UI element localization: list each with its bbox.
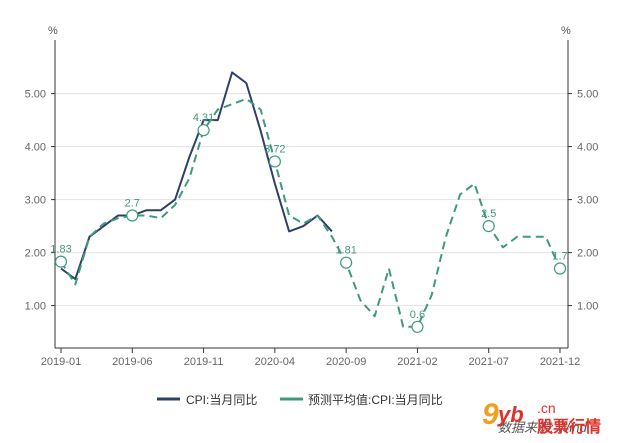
x-tick-label: 2020-09 xyxy=(326,356,366,368)
data-point-marker xyxy=(553,262,567,275)
x-tick-label: 2019-11 xyxy=(184,356,224,368)
watermark-logo: 9 yb .cn 股票行情 xyxy=(482,398,601,436)
axes: % % 1.00 1.00 2.00 2.00 3.00 3.00 4.00 4.00 5.00… xyxy=(25,25,599,368)
data-point-label: 2.7 xyxy=(125,198,140,210)
legend-label-cpi: CPI:当月同比 xyxy=(186,393,257,407)
y-tick-label-left: 2.00 xyxy=(25,248,46,260)
x-tick-label: 2019-06 xyxy=(112,356,152,368)
data-point-label: 1.83 xyxy=(50,244,71,256)
x-tick-label: 2019-01 xyxy=(41,356,81,368)
legend-label-forecast: 预测平均值:CPI:当月同比 xyxy=(308,392,443,407)
data-point-label: 3.72 xyxy=(264,143,285,155)
y-tick-label-right: 4.00 xyxy=(577,142,598,154)
x-tick-label: 2020-04 xyxy=(255,356,295,368)
y-tick-label-left: 5.00 xyxy=(25,89,46,101)
data-markers: 1.83 2.7 4.31 3.72 1.81 0.6 2.5 1.7 xyxy=(50,112,568,333)
legend: CPI:当月同比 预测平均值:CPI:当月同比 xyxy=(157,392,443,407)
watermark-yb: yb xyxy=(497,402,524,427)
data-point-marker xyxy=(340,256,353,269)
y-tick-label-left: 1.00 xyxy=(25,301,46,313)
y-tick-label-right: 5.00 xyxy=(577,89,598,101)
source-note: 数据来源: Wind xyxy=(498,420,587,435)
data-point-marker xyxy=(411,320,424,333)
watermark-nine: 9 xyxy=(482,398,499,431)
x-tick-label: 2021-12 xyxy=(540,356,580,368)
y-tick-label-right: 3.00 xyxy=(577,195,598,207)
data-point-marker xyxy=(482,220,495,233)
data-point-label: 2.5 xyxy=(481,208,496,220)
cpi-line xyxy=(60,71,333,281)
data-point-marker xyxy=(197,124,210,137)
data-point-marker xyxy=(126,209,139,222)
watermark-cn: .cn xyxy=(537,400,556,416)
forecast-line xyxy=(60,97,561,328)
data-point-label: 4.31 xyxy=(193,112,214,124)
data-point-label: 1.81 xyxy=(335,245,356,257)
y-tick-label-left: 4.00 xyxy=(25,142,46,154)
data-point-label: 0.6 xyxy=(410,309,425,321)
left-unit-label: % xyxy=(48,25,58,37)
y-tick-label-right: 2.00 xyxy=(577,248,598,260)
y-tick-label-left: 3.00 xyxy=(25,195,46,207)
right-unit-label: % xyxy=(561,25,571,37)
data-point-marker xyxy=(268,155,281,168)
data-point-label: 1.7 xyxy=(552,251,567,263)
data-point-marker xyxy=(54,255,68,268)
x-tick-label: 2021-02 xyxy=(397,356,437,368)
watermark-text: 股票行情 xyxy=(537,417,601,436)
series-lines xyxy=(60,71,561,328)
grid-lines xyxy=(55,93,568,307)
x-tick-label: 2021-07 xyxy=(469,356,509,368)
y-tick-label-right: 1.00 xyxy=(577,301,598,313)
